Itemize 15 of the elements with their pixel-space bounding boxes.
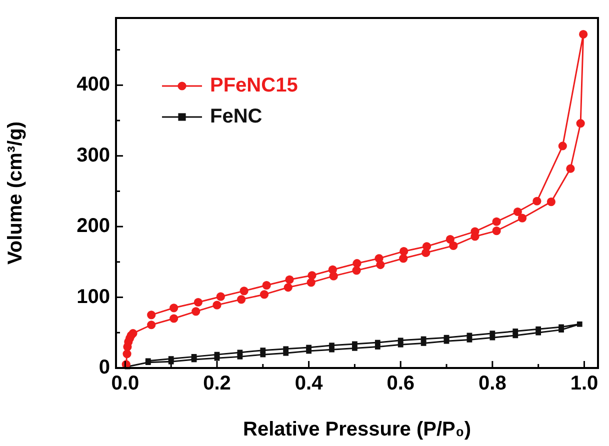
y-tick-label: 300 bbox=[76, 144, 110, 166]
y-tick-label: 400 bbox=[76, 74, 110, 96]
x-tick-label: 0.2 bbox=[203, 372, 231, 395]
x-tick-label: 0.4 bbox=[294, 372, 324, 395]
x-tick-label: 0.8 bbox=[478, 372, 506, 395]
x-tick-label: 0.0 bbox=[111, 372, 140, 395]
y-axis-title: Volume (cm³/g) bbox=[4, 122, 27, 264]
y-tick-label: 200 bbox=[76, 215, 110, 238]
x-axis-title: Relative Pressure (P/P₀) bbox=[242, 418, 472, 441]
legend-label: PFeNC15 bbox=[210, 74, 298, 97]
y-tick-label: 100 bbox=[76, 286, 110, 308]
x-tick-label: 0.6 bbox=[386, 372, 415, 395]
y-tick-label: 0 bbox=[98, 356, 110, 379]
x-tick-label: 1.0 bbox=[570, 372, 598, 395]
legend-label: FeNC bbox=[210, 106, 262, 128]
